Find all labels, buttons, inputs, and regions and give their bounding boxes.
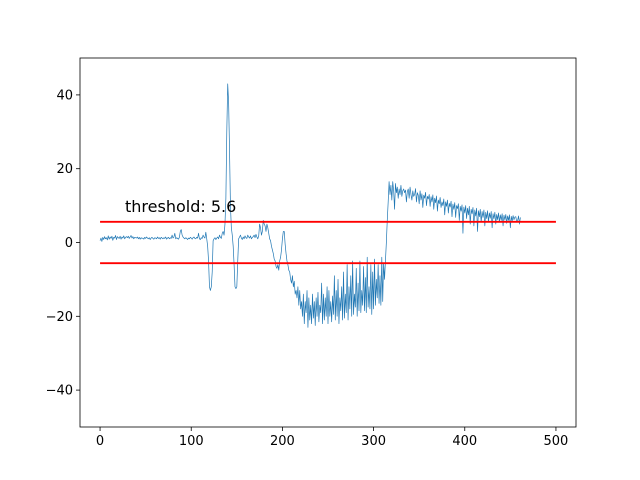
x-tick-label: 100 <box>179 434 204 449</box>
x-tick-label: 0 <box>96 434 104 449</box>
threshold-annotation: threshold: 5.6 <box>125 197 236 216</box>
signal-series-line <box>99 83 521 328</box>
x-tick-label: 200 <box>270 434 295 449</box>
x-tick-label: 300 <box>361 434 386 449</box>
y-tick-label: 0 <box>65 236 73 251</box>
x-tick-label: 400 <box>452 434 477 449</box>
y-tick-label: 40 <box>56 88 73 103</box>
x-tick-label: 500 <box>544 434 569 449</box>
axis-ticks: 0 100 200 300 400 500 −40 −20 0 20 40 <box>46 88 569 449</box>
plot-area <box>99 83 556 328</box>
y-tick-label: 20 <box>56 162 73 177</box>
y-tick-label: −20 <box>46 310 73 325</box>
y-tick-label: −40 <box>46 384 73 399</box>
